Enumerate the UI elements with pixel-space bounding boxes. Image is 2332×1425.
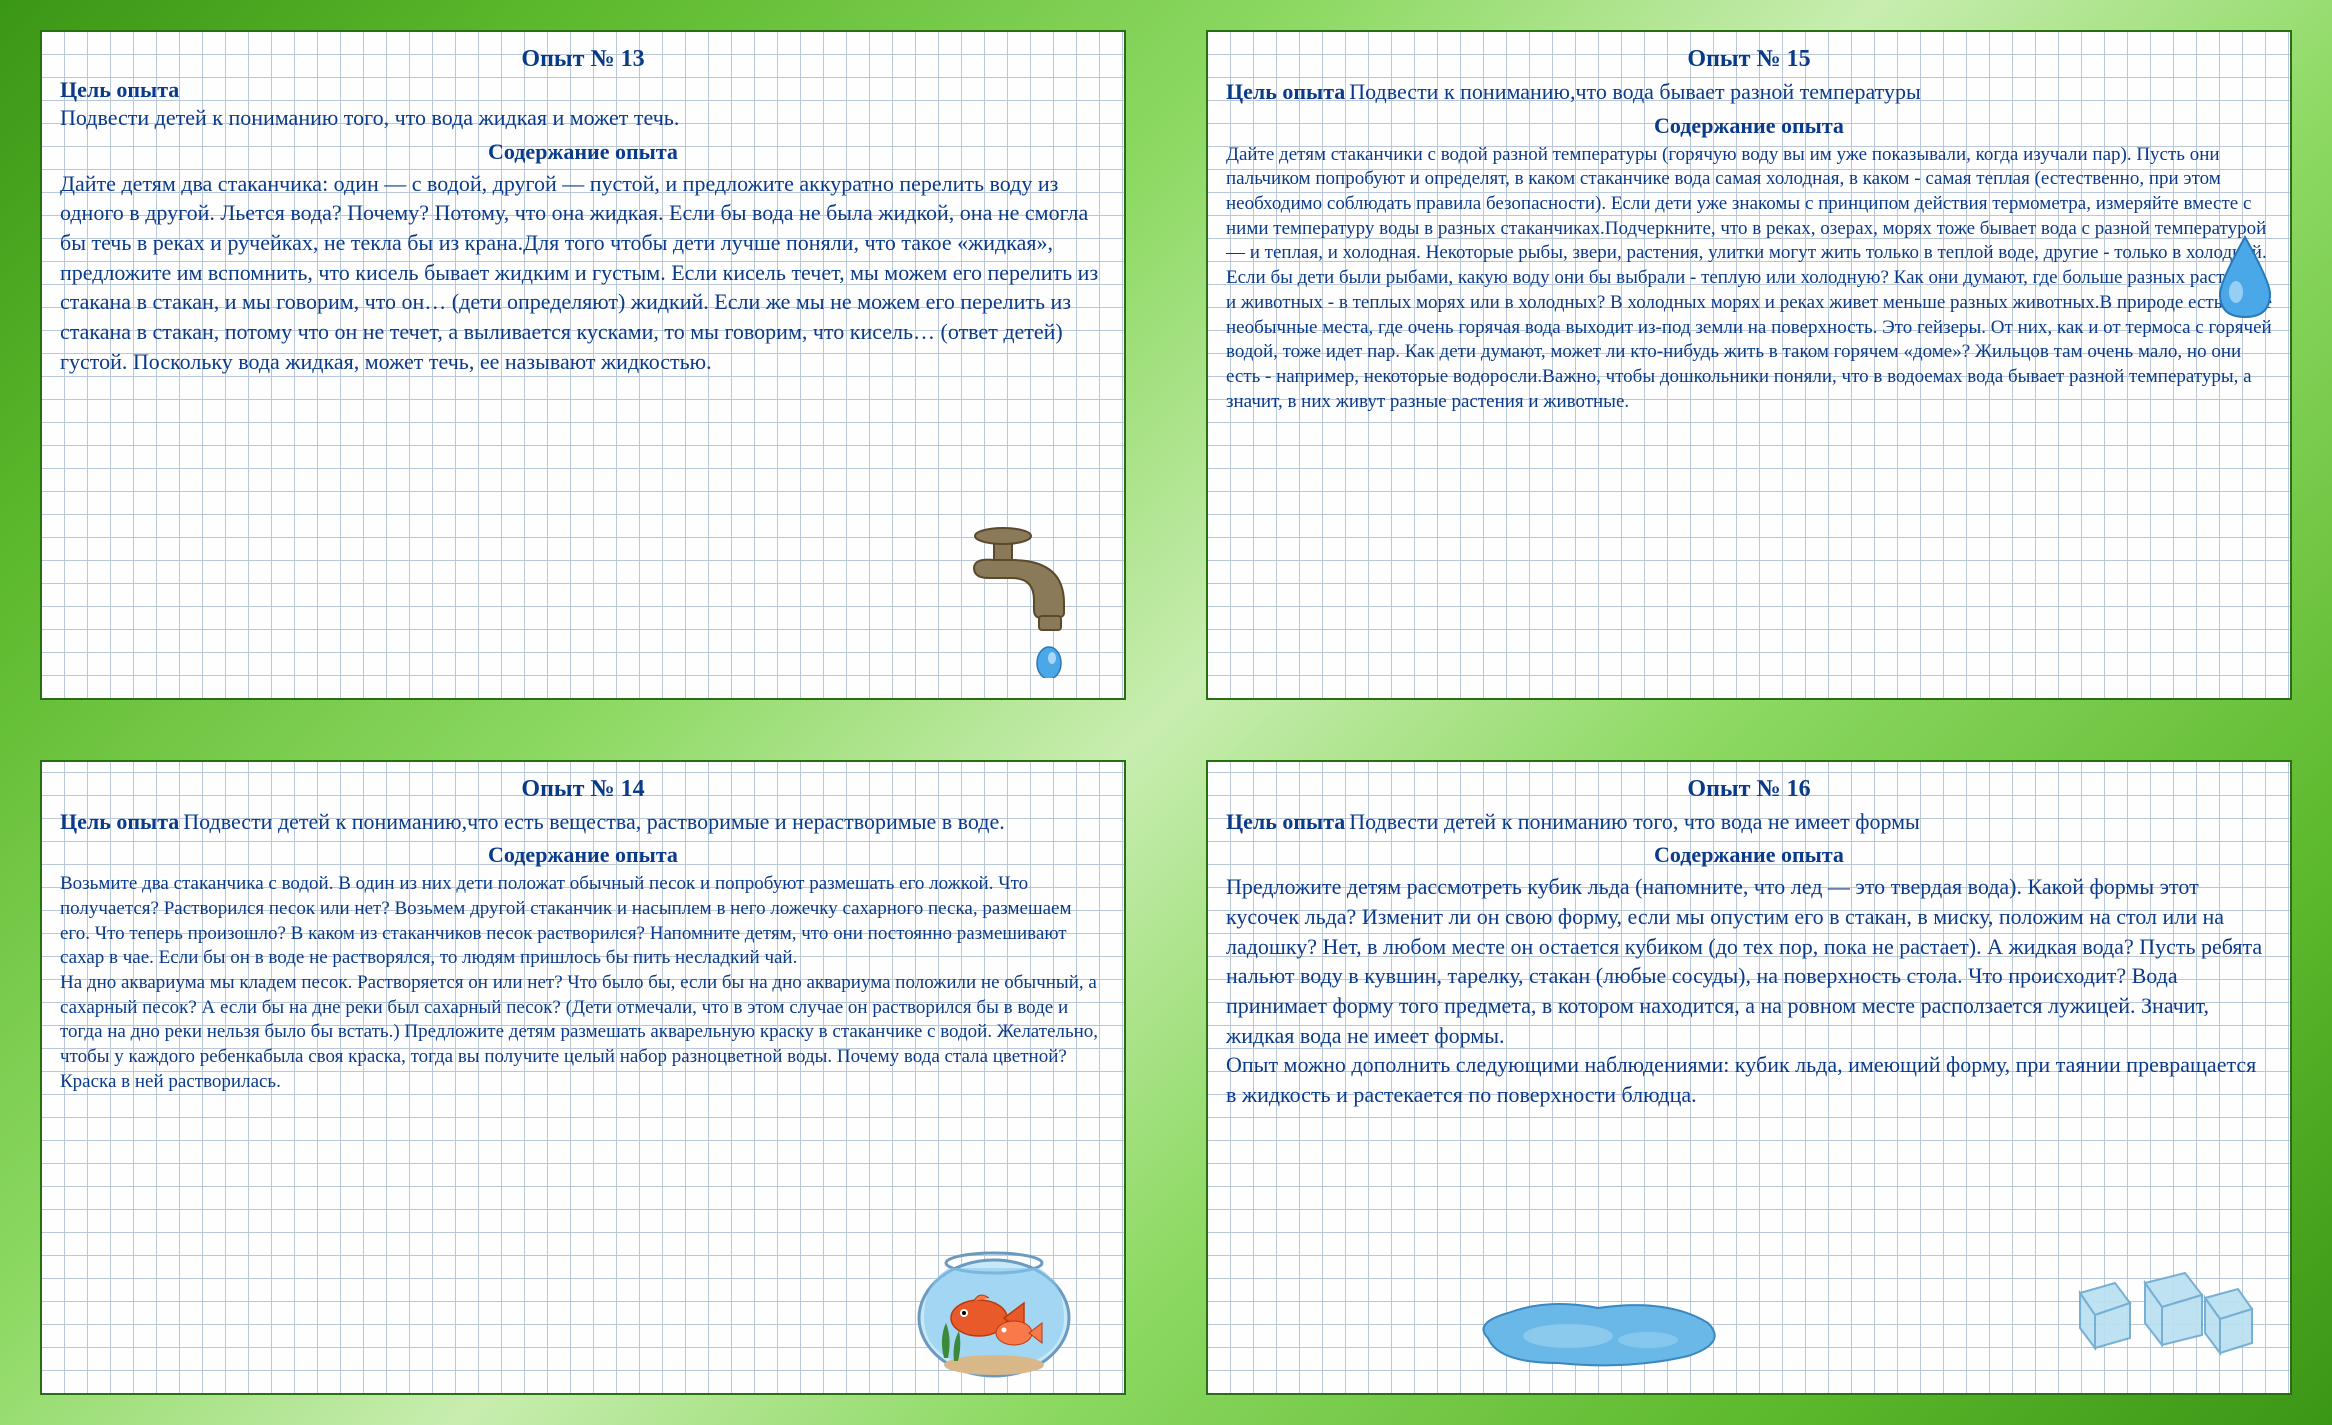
content-text: Возьмите два стаканчика с водой. В один …	[60, 872, 1106, 1094]
fishbowl-icon	[904, 1223, 1084, 1383]
goal-label: Цель опыта	[60, 809, 179, 834]
goal-text: Подвести детей к пониманию,что есть веще…	[183, 809, 1004, 834]
goal-row: Цель опыта Подвести к пониманию,что вода…	[1226, 77, 2272, 107]
goal-text: Подвести детей к пониманию того, что вод…	[60, 103, 1106, 133]
goal-row: Цель опыта Подвести детей к пониманию,чт…	[60, 807, 1106, 837]
goal-label: Цель опыта	[1226, 809, 1345, 834]
experiment-card-16: Опыт № 16 Цель опыта Подвести детей к по…	[1206, 760, 2292, 1395]
goal-text: Подвести к пониманию,что вода бывает раз…	[1349, 79, 1921, 104]
goal-text: Подвести детей к пониманию того, что вод…	[1349, 809, 1920, 834]
content-text: Дайте детям стаканчики с водой разной те…	[1226, 143, 2272, 415]
experiment-card-14: Опыт № 14 Цель опыта Подвести детей к по…	[40, 760, 1126, 1395]
experiment-card-13: Опыт № 13 Цель опыта Подвести детей к по…	[40, 30, 1126, 700]
content-label: Содержание опыта	[1226, 842, 2272, 868]
goal-row: Цель опыта	[60, 77, 1106, 103]
icecube-icon	[2060, 1243, 2260, 1373]
puddle-icon	[1468, 1268, 1728, 1378]
card-title: Опыт № 15	[1226, 46, 2272, 73]
card-title: Опыт № 13	[60, 46, 1106, 73]
content-label: Содержание опыта	[1226, 113, 2272, 139]
card-title: Опыт № 14	[60, 776, 1106, 803]
content-label: Содержание опыта	[60, 842, 1106, 868]
faucet-icon	[934, 518, 1094, 678]
goal-label: Цель опыта	[60, 77, 179, 102]
goal-row: Цель опыта Подвести детей к пониманию то…	[1226, 807, 2272, 837]
card-title: Опыт № 16	[1226, 776, 2272, 803]
content-text: Предложите детям рассмотреть кубик льда …	[1226, 872, 2272, 1110]
goal-label: Цель опыта	[1226, 79, 1345, 104]
content-label: Содержание опыта	[60, 139, 1106, 165]
content-text: Дайте детям два стаканчика: один — с вод…	[60, 169, 1106, 377]
cards-grid: Опыт № 13 Цель опыта Подвести детей к по…	[40, 30, 2292, 1395]
experiment-card-15: Опыт № 15 Цель опыта Подвести к понимани…	[1206, 30, 2292, 700]
